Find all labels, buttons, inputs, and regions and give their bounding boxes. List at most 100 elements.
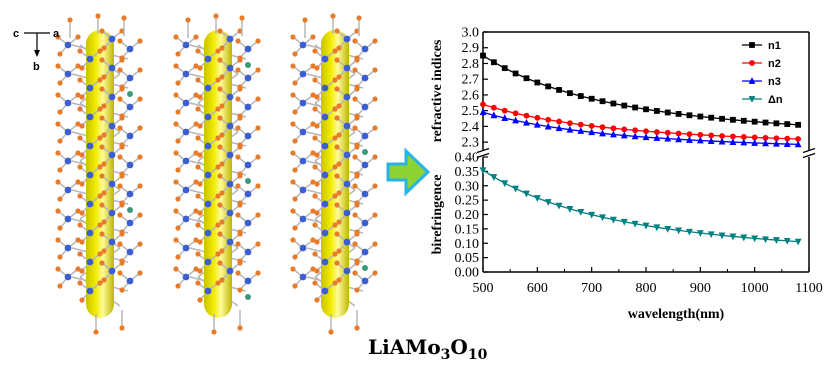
formula-base: LiAMo xyxy=(368,335,441,359)
legend-item-Δn: Δn xyxy=(742,94,783,106)
data-point xyxy=(749,60,755,66)
data-point xyxy=(686,136,693,143)
y-tick-label: 0.00 xyxy=(455,266,480,281)
data-point xyxy=(490,59,497,66)
data-point xyxy=(512,70,519,77)
data-point xyxy=(773,139,780,147)
y-tick-label: 0.35 xyxy=(455,165,480,180)
data-point xyxy=(588,128,596,136)
data-point xyxy=(599,214,606,222)
data-point xyxy=(556,118,562,125)
data-point xyxy=(675,227,682,235)
data-point xyxy=(653,108,660,114)
data-point xyxy=(719,133,725,139)
series-Δn xyxy=(479,167,802,246)
data-point xyxy=(588,211,596,219)
data-point xyxy=(512,185,519,193)
data-point xyxy=(748,77,756,84)
data-point xyxy=(501,107,508,114)
data-point xyxy=(762,119,769,126)
data-point xyxy=(610,100,617,107)
data-point xyxy=(533,120,541,128)
data-point xyxy=(567,90,573,97)
data-point xyxy=(718,137,726,145)
data-point xyxy=(740,138,748,146)
data-point xyxy=(740,117,747,124)
axis-label-a: a xyxy=(53,28,60,40)
data-point xyxy=(621,126,628,133)
y-tick-label: 2.3 xyxy=(462,136,480,151)
data-point xyxy=(567,120,573,127)
data-point xyxy=(762,236,769,244)
series-line xyxy=(482,55,799,126)
data-point xyxy=(729,233,737,241)
data-point xyxy=(707,231,715,239)
data-point xyxy=(620,218,628,226)
data-point xyxy=(664,109,671,116)
legend-label: n1 xyxy=(768,40,781,52)
x-tick-label: 800 xyxy=(636,281,657,296)
data-point xyxy=(490,104,497,111)
legend-label: n2 xyxy=(768,58,781,70)
data-point xyxy=(544,122,552,130)
break-slash xyxy=(802,152,816,159)
formula-sub-o: 10 xyxy=(468,347,488,363)
data-point xyxy=(762,139,769,147)
data-point xyxy=(533,195,541,202)
x-tick-label: 1100 xyxy=(795,281,822,296)
data-point xyxy=(749,42,755,48)
data-point xyxy=(479,108,487,116)
data-point xyxy=(794,238,802,246)
data-point xyxy=(577,127,585,134)
legend-label: Δn xyxy=(768,94,783,106)
data-point xyxy=(545,116,552,123)
data-point xyxy=(697,131,704,138)
x-tick-label: 500 xyxy=(473,281,494,296)
data-point xyxy=(501,180,509,188)
data-point xyxy=(555,202,563,210)
data-point xyxy=(479,167,487,175)
data-point xyxy=(588,123,595,129)
arrow-icon xyxy=(386,147,431,197)
axis-break-marks xyxy=(476,147,816,159)
chart-legend: n1 n2 n3 Δn xyxy=(742,40,783,106)
data-point xyxy=(740,234,748,242)
data-point xyxy=(773,237,780,244)
data-point xyxy=(490,174,498,181)
data-point xyxy=(696,230,704,237)
data-point xyxy=(696,136,704,144)
data-point xyxy=(577,209,585,216)
y-axis-title: birefringence xyxy=(430,175,445,255)
data-point xyxy=(697,113,704,120)
data-point xyxy=(642,133,650,141)
data-point xyxy=(544,199,552,206)
data-point xyxy=(566,125,574,133)
data-point xyxy=(740,134,747,140)
data-point xyxy=(480,52,486,59)
data-point xyxy=(621,102,628,109)
data-point xyxy=(599,129,606,137)
data-point xyxy=(631,220,639,228)
data-point xyxy=(534,114,541,121)
data-point xyxy=(748,96,756,103)
refractive-index-chart: 2.32.42.52.62.72.82.93.0 refractive indic… xyxy=(430,26,823,323)
data-point xyxy=(512,110,519,117)
break-slash xyxy=(476,152,490,159)
data-point xyxy=(480,101,486,108)
data-point xyxy=(773,120,780,127)
data-point xyxy=(708,114,715,121)
compound-formula-label: LiAMo3O10 xyxy=(368,335,488,363)
series-n2 xyxy=(480,101,802,142)
data-point xyxy=(773,135,780,142)
series-n1 xyxy=(480,52,802,128)
structure-column xyxy=(290,13,378,335)
crystal-axes-indicator: c a b xyxy=(13,28,60,73)
data-point xyxy=(610,125,617,132)
data-point xyxy=(566,206,574,213)
y-tick-label: 2.6 xyxy=(462,88,480,103)
legend-item-n2: n2 xyxy=(742,58,781,70)
legend-item-n3: n3 xyxy=(742,76,781,88)
data-point xyxy=(643,128,649,135)
y-tick-label: 2.4 xyxy=(462,120,480,135)
